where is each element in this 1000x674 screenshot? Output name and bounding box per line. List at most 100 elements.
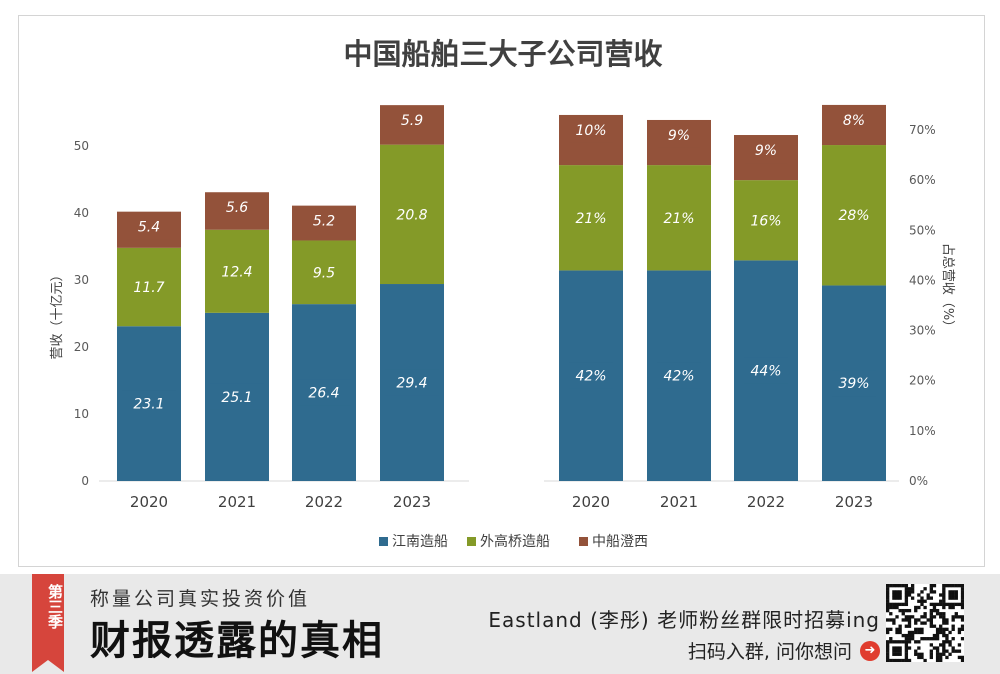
right-axis-label: 占总营收（%） [940,243,955,333]
left-data-label-box [301,259,347,286]
qr-module [904,590,909,594]
right-ytick-label: 70% [909,123,936,137]
qr-module [895,649,899,653]
qr-module [945,602,949,607]
qr-module [895,584,899,588]
qr-module [886,593,890,597]
qr-module [960,655,964,660]
qr-module [917,599,921,603]
qr-module [914,605,918,610]
qr-module [960,627,964,631]
qr-module [889,602,893,607]
qr-module [929,596,933,600]
qr-module [895,652,899,656]
left-data-label-box [385,201,439,228]
qr-module [920,596,924,600]
qr-module [901,658,905,662]
qr-module [920,652,924,656]
qr-module [932,633,937,638]
right-data-label-box [831,370,877,397]
right-data-label-box [831,202,877,229]
qr-module [960,658,964,662]
left-xtick-label: 2020 [130,493,168,511]
qr-module [923,587,927,591]
qr-module [960,637,964,641]
qr-module [904,633,909,638]
qr-module [960,599,964,603]
left-data-label: 5.2 [313,214,335,230]
qr-module [957,655,962,660]
qr-module [886,605,890,610]
qr-module [907,658,912,662]
right-ytick-label: 30% [909,324,936,338]
qr-module [957,584,962,588]
qr-module [886,599,890,603]
qr-module [892,602,896,607]
legend-item-waigaoqiao: 外高桥造船 [467,533,550,550]
qr-module [895,593,899,597]
qr-module [945,633,949,638]
qr-module [954,584,958,588]
qr-module [920,627,924,631]
qr-module [929,602,933,607]
qr-module [904,624,909,628]
right-ytick-label: 0% [909,474,928,488]
qr-module [939,602,943,607]
qr-module [917,652,921,656]
qr-module [960,593,964,597]
qr-module [910,630,915,635]
qr-module [889,637,893,641]
qr-module [945,640,949,644]
scan-prompt[interactable]: 扫码入群, 问你想问 ➜ [688,637,880,664]
left-ytick-label: 0 [81,474,89,488]
qr-module [892,596,896,600]
right-xtick-label: 2022 [747,493,785,511]
qr-module [929,637,933,641]
qr-module [904,608,909,613]
qr-module [935,646,940,650]
qr-module [892,590,896,594]
qr-module [954,593,958,597]
qr-module [942,596,946,600]
qr-module [920,615,924,619]
qr-module [935,649,940,653]
qr-module [923,637,927,641]
right-data-label: 8% [843,113,865,129]
left-ytick-label: 20 [74,340,89,354]
qr-module [886,584,890,588]
qr-module [901,618,905,622]
qr-module [939,593,943,597]
qr-module [917,646,921,650]
qr-module [951,627,955,631]
qr-module [948,640,952,644]
right-data-label: 9% [755,143,777,159]
left-data-label-box [301,207,347,234]
qr-module [932,605,937,610]
qr-module [904,649,909,653]
qr-module [907,608,912,613]
qr-module [939,655,943,660]
qr-module [895,640,899,644]
qr-module [951,590,955,594]
left-data-label: 26.4 [308,386,339,402]
qr-code-icon[interactable] [886,584,964,662]
right-data-label: 42% [575,369,606,385]
qr-module [945,637,949,641]
qr-module [951,624,955,628]
qr-module [929,655,933,660]
arrow-right-circle-icon: ➜ [860,640,880,661]
qr-module [932,590,937,594]
qr-module [914,640,918,644]
qr-module [895,590,899,594]
qr-module [939,630,943,635]
qr-module [948,652,952,656]
qr-module [904,655,909,660]
qr-module [957,630,962,635]
qr-module [929,643,933,647]
qr-module [898,624,902,628]
qr-module [892,658,896,662]
qr-module [914,649,918,653]
qr-module [942,621,946,625]
legend-label: 江南造船 [392,534,448,550]
qr-module [942,602,946,607]
